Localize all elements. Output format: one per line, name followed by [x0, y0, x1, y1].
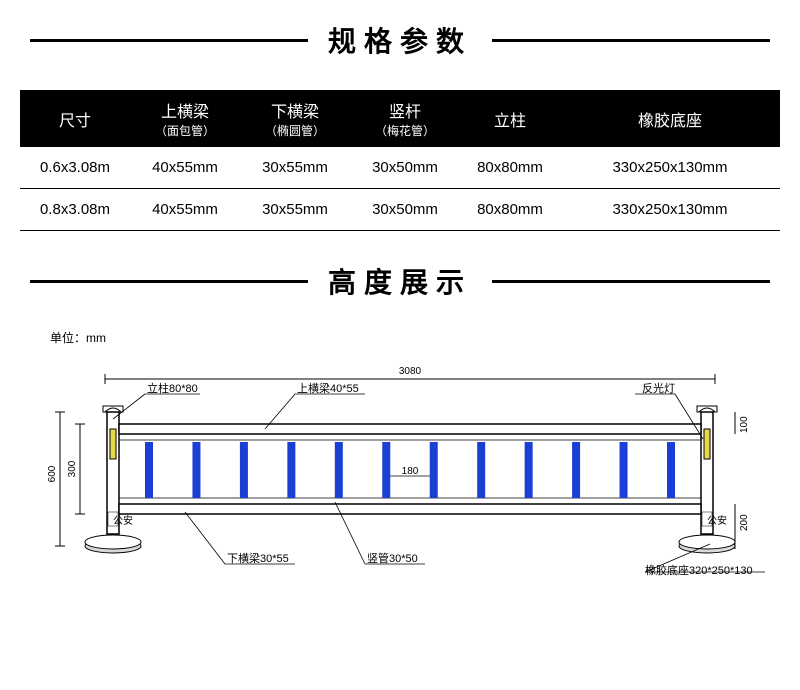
svg-text:上横梁40*55: 上横梁40*55: [297, 381, 359, 395]
col-bottom-beam: 下横梁（椭圆管）: [240, 98, 350, 139]
svg-text:3080: 3080: [399, 366, 422, 377]
svg-text:200: 200: [739, 514, 750, 531]
title-line-left: [30, 280, 308, 283]
title-text-specs: 规格参数: [308, 20, 492, 60]
svg-text:反光灯: 反光灯: [642, 381, 675, 395]
table-header: 尺寸 上横梁（面包管） 下横梁（椭圆管） 竖杆（梅花管） 立柱 橡胶底座: [20, 90, 780, 147]
svg-text:竖管30*50: 竖管30*50: [367, 551, 418, 565]
section-title-height: 高度展示: [0, 241, 800, 311]
fence-svg: 3080 180 600 300 100 200 立柱80*80 上横梁40*55 反光灯下横梁…: [20, 354, 780, 584]
title-text-height: 高度展示: [308, 261, 492, 301]
spec-table: 尺寸 上横梁（面包管） 下横梁（椭圆管） 竖杆（梅花管） 立柱 橡胶底座 0.6…: [20, 90, 780, 231]
col-top-beam: 上横梁（面包管）: [130, 98, 240, 139]
svg-text:公安: 公安: [707, 514, 727, 527]
fence-diagram: 3080 180 600 300 100 200 立柱80*80 上横梁40*55 反光灯下横梁…: [20, 354, 780, 584]
col-post: 立柱: [460, 107, 560, 131]
svg-text:立柱80*80: 立柱80*80: [147, 381, 198, 395]
svg-text:公安: 公安: [113, 514, 133, 527]
table-row: 0.6x3.08m 40x55mm 30x55mm 30x50mm 80x80m…: [20, 147, 780, 189]
section-title-specs: 规格参数: [0, 0, 800, 70]
unit-label: 单位：mm: [50, 329, 780, 346]
title-line-right: [492, 280, 770, 283]
col-vertical: 竖杆（梅花管）: [350, 98, 460, 139]
diagram-container: 单位：mm 3080 180 600 300 100 200 立柱80*80 上横梁40*55…: [0, 311, 800, 594]
title-line-right: [492, 39, 770, 42]
svg-text:600: 600: [47, 465, 58, 482]
svg-text:下横梁30*55: 下横梁30*55: [227, 551, 289, 565]
svg-text:橡胶底座320*250*130: 橡胶底座320*250*130: [645, 563, 753, 577]
col-size: 尺寸: [20, 107, 130, 131]
svg-text:100: 100: [739, 416, 750, 433]
svg-text:300: 300: [67, 460, 78, 477]
table-row: 0.8x3.08m 40x55mm 30x55mm 30x50mm 80x80m…: [20, 189, 780, 231]
title-line-left: [30, 39, 308, 42]
svg-text:180: 180: [402, 466, 419, 477]
col-base: 橡胶底座: [560, 107, 780, 131]
